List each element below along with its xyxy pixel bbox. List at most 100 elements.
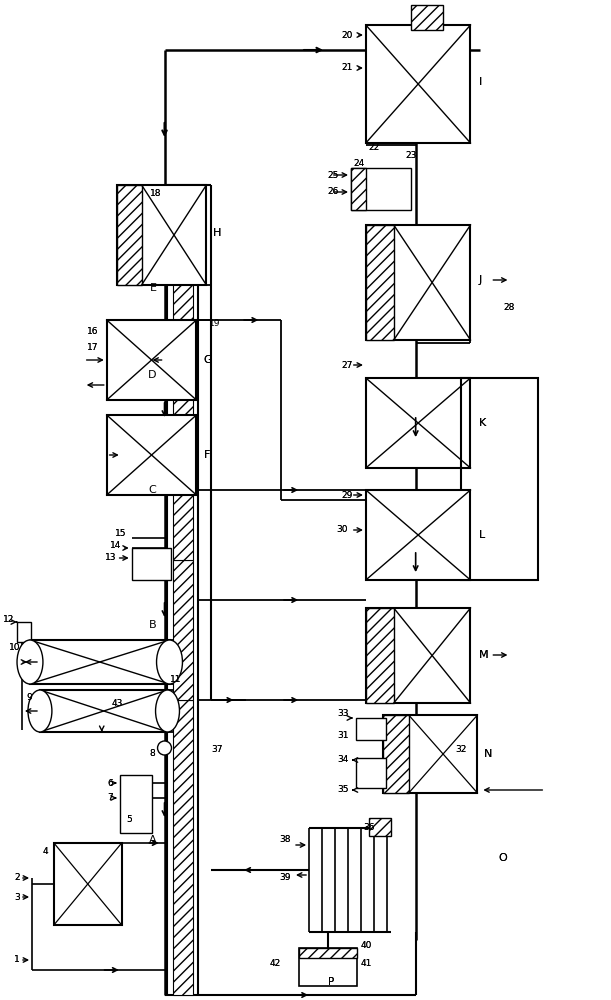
Text: 42: 42	[270, 958, 281, 968]
Bar	[54, 843, 122, 925]
Text: A: A	[149, 835, 156, 845]
Text: 36: 36	[363, 824, 375, 832]
Text: 41: 41	[361, 958, 372, 968]
Text: 1: 1	[14, 956, 20, 964]
Text: 27: 27	[341, 360, 353, 369]
Bar	[382, 715, 409, 793]
Circle shape	[158, 741, 172, 755]
Text: 5: 5	[126, 816, 133, 824]
Text: 16: 16	[87, 328, 99, 336]
Text: 13: 13	[105, 554, 117, 562]
Text: 37: 37	[211, 746, 223, 754]
Text: 8: 8	[150, 748, 156, 758]
Text: 31: 31	[337, 730, 349, 740]
Text: 6: 6	[107, 778, 112, 788]
Bar	[366, 608, 393, 703]
Text: 33: 33	[337, 710, 349, 718]
Text: 36: 36	[363, 824, 375, 832]
Text: M: M	[478, 650, 488, 660]
Text: 29: 29	[341, 490, 353, 499]
Text: B: B	[149, 620, 156, 630]
Bar	[131, 548, 172, 580]
Bar	[17, 622, 31, 642]
Text: 39: 39	[280, 874, 291, 882]
Text: H: H	[213, 228, 222, 238]
Text: 14: 14	[111, 540, 122, 550]
Text: J: J	[478, 275, 481, 285]
Text: 10: 10	[9, 644, 20, 652]
Text: P: P	[328, 977, 334, 987]
Text: 9: 9	[26, 694, 32, 702]
Text: 11: 11	[169, 676, 181, 684]
Text: G: G	[203, 355, 212, 365]
Bar	[366, 25, 470, 143]
Text: J: J	[478, 275, 481, 285]
Text: 10: 10	[9, 644, 20, 652]
Bar	[366, 378, 470, 468]
Text: 7: 7	[107, 794, 112, 802]
Bar	[30, 640, 169, 684]
Text: C: C	[149, 485, 156, 495]
Text: K: K	[478, 418, 486, 428]
Text: L: L	[478, 530, 485, 540]
Text: 32: 32	[456, 746, 467, 754]
Text: 4: 4	[42, 846, 48, 856]
Text: N: N	[483, 749, 492, 759]
Bar	[174, 700, 194, 995]
Bar	[117, 185, 142, 285]
Bar	[107, 415, 196, 495]
Text: 38: 38	[280, 836, 291, 844]
Text: 18: 18	[150, 188, 161, 198]
Text: 42: 42	[270, 958, 281, 968]
Text: 32: 32	[456, 746, 467, 754]
Text: L: L	[478, 530, 485, 540]
Bar	[174, 330, 194, 445]
Bar	[461, 378, 538, 580]
Text: 24: 24	[353, 158, 364, 167]
Text: 30: 30	[336, 526, 348, 534]
Text: 11: 11	[169, 676, 181, 684]
Bar	[382, 715, 477, 793]
Ellipse shape	[17, 640, 43, 684]
Bar	[117, 185, 207, 285]
Text: D: D	[148, 370, 156, 380]
Text: I: I	[478, 77, 481, 87]
Text: 22: 22	[369, 142, 380, 151]
Text: 20: 20	[341, 30, 353, 39]
Text: F: F	[203, 450, 210, 460]
Text: 2: 2	[15, 874, 20, 882]
Text: 39: 39	[280, 874, 291, 882]
Text: 26: 26	[327, 188, 339, 196]
Text: N: N	[483, 749, 492, 759]
Text: 43: 43	[112, 698, 123, 708]
Text: 13: 13	[105, 554, 117, 562]
Bar	[351, 168, 366, 210]
Text: 23: 23	[406, 150, 417, 159]
Text: 25: 25	[327, 170, 339, 180]
Text: 17: 17	[87, 344, 99, 353]
Bar	[356, 718, 386, 740]
Text: 28: 28	[503, 304, 514, 312]
Text: 40: 40	[361, 940, 372, 950]
Bar	[174, 250, 194, 330]
Text: 21: 21	[341, 64, 353, 73]
Text: 9: 9	[26, 694, 32, 702]
Text: I: I	[478, 77, 481, 87]
Bar	[369, 818, 391, 836]
Text: 37: 37	[211, 746, 223, 754]
Text: G: G	[203, 355, 212, 365]
Bar	[366, 225, 393, 340]
Text: 28: 28	[503, 304, 514, 312]
Text: 12: 12	[2, 614, 14, 624]
Text: 20: 20	[341, 30, 353, 39]
Text: 17: 17	[87, 344, 99, 353]
Bar	[299, 948, 357, 986]
Text: 18: 18	[150, 188, 161, 198]
Text: 6: 6	[107, 778, 112, 788]
Text: E: E	[150, 283, 156, 293]
Text: 35: 35	[337, 786, 349, 794]
Ellipse shape	[156, 640, 183, 684]
Text: 40: 40	[361, 940, 372, 950]
Text: 23: 23	[406, 150, 417, 159]
Bar	[40, 690, 167, 732]
